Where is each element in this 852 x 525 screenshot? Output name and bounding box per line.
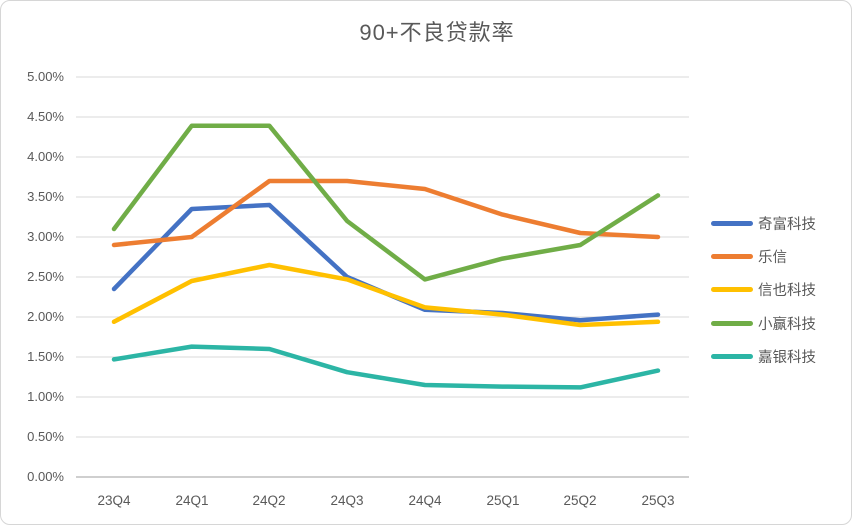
legend-swatch — [711, 320, 753, 326]
y-axis-label: 4.50% — [27, 109, 64, 124]
x-axis-label: 24Q3 — [330, 493, 364, 508]
y-axis-label: 1.00% — [27, 389, 64, 404]
legend-swatch — [711, 253, 753, 259]
legend-swatch — [711, 353, 753, 359]
y-axis-label: 5.00% — [27, 69, 64, 84]
legend-item: 奇富科技 — [711, 214, 816, 233]
series-line-2 — [111, 262, 661, 328]
legend-label: 奇富科技 — [758, 216, 816, 233]
x-axis-label: 25Q1 — [486, 493, 520, 508]
series-line-1 — [111, 178, 661, 248]
legend-label: 嘉银科技 — [758, 349, 816, 366]
legend-label: 信也科技 — [758, 282, 816, 299]
series-line-0 — [111, 202, 661, 323]
legend-item: 信也科技 — [711, 280, 816, 299]
y-axis-label: 1.50% — [27, 349, 64, 364]
legend-item: 小赢科技 — [711, 314, 816, 333]
series-line-3 — [111, 123, 661, 282]
legend-swatch — [711, 220, 753, 226]
x-axis-label: 24Q1 — [175, 493, 209, 508]
series-line-4 — [111, 344, 661, 390]
x-axis-label: 24Q4 — [408, 493, 442, 508]
y-axis-label: 0.50% — [27, 429, 64, 444]
legend-label: 小赢科技 — [758, 316, 816, 333]
x-axis-label: 25Q3 — [641, 493, 675, 508]
y-axis-label: 0.00% — [27, 469, 64, 484]
legend-label: 乐信 — [758, 249, 787, 266]
legend-swatch — [711, 286, 753, 292]
y-axis-label: 2.00% — [27, 309, 64, 324]
y-axis-label: 3.50% — [27, 189, 64, 204]
legend-item: 嘉银科技 — [711, 347, 816, 366]
chart-title: 90+不良贷款率 — [359, 20, 515, 45]
x-axis-label: 23Q4 — [97, 493, 131, 508]
y-axis-label: 4.00% — [27, 149, 64, 164]
x-axis-label: 24Q2 — [252, 493, 286, 508]
y-axis-label: 3.00% — [27, 229, 64, 244]
y-axis-label: 2.50% — [27, 269, 64, 284]
x-axis-label: 25Q2 — [563, 493, 597, 508]
legend-item: 乐信 — [711, 247, 787, 266]
